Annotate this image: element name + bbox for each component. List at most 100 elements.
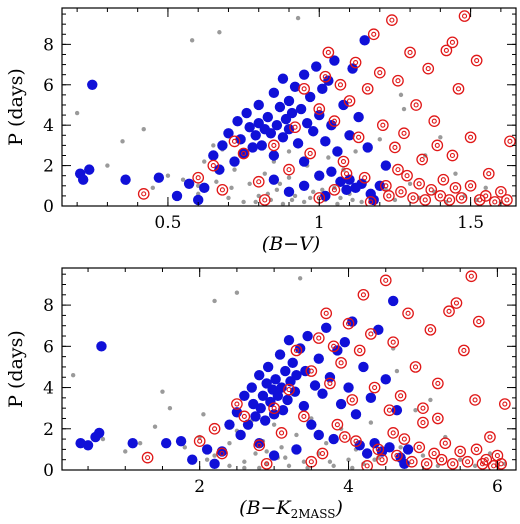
blue-circle-point	[199, 182, 210, 194]
red-ring-point	[352, 131, 365, 144]
red-ring-point	[495, 186, 507, 198]
red-ring-point	[376, 453, 388, 466]
grey-dot-point	[182, 445, 188, 450]
blue-circle-point	[187, 454, 198, 465]
red-ring-point	[455, 192, 468, 204]
blue-circle-point	[317, 83, 328, 95]
blue-circle-point	[241, 107, 252, 119]
grey-dot-point	[180, 177, 186, 182]
blue-circle-point	[247, 142, 258, 153]
grey-dot-point	[105, 163, 110, 168]
red-ring-point	[349, 56, 362, 69]
red-ring-point	[361, 460, 373, 470]
blue-circle-point	[268, 174, 280, 185]
blue-circle-point	[283, 95, 295, 107]
red-ring-point	[313, 103, 326, 115]
grey-dot-point	[438, 135, 443, 140]
blue-circle-point	[96, 341, 107, 352]
grey-dot-point	[165, 173, 171, 178]
grey-dot-point	[372, 457, 377, 462]
blue-circle-point	[356, 178, 367, 189]
red-ring-point	[238, 410, 251, 423]
grey-dot-point	[277, 181, 283, 186]
blue-circle-point	[265, 396, 276, 408]
red-ring-point	[283, 383, 295, 396]
x-tick-label: 1.5	[457, 213, 484, 233]
blue-circle-point	[223, 128, 234, 139]
red-ring-point	[383, 190, 395, 202]
grey-dot-point	[297, 276, 303, 281]
red-ring-point	[328, 115, 341, 127]
red-ring-point	[319, 70, 332, 83]
red-ring-point	[312, 332, 325, 344]
red-ring-point	[192, 171, 205, 184]
x-axis-label: (B−V)	[262, 233, 320, 255]
red-ring-point	[452, 82, 465, 95]
grey-dot-point	[283, 455, 288, 460]
red-ring-point	[350, 435, 362, 447]
grey-dot-point	[311, 189, 316, 195]
blue-circle-point	[235, 429, 246, 441]
red-ring-point	[298, 82, 310, 95]
blue-circle-point	[277, 132, 289, 143]
grey-dot-point	[327, 459, 333, 464]
grey-dot-point	[350, 197, 355, 203]
red-ring-point	[446, 457, 459, 470]
blue-circle-point	[380, 160, 392, 171]
blue-circle-point	[343, 382, 354, 393]
blue-circle-point	[257, 390, 269, 401]
grey-dot-point	[338, 195, 343, 201]
blue-circle-point	[362, 142, 373, 153]
blue-circle-point	[332, 146, 343, 157]
red-ring-point	[361, 82, 374, 95]
blue-circle-point	[94, 427, 105, 439]
red-ring-point	[435, 453, 448, 466]
blue-circle-point	[309, 380, 321, 391]
blue-circle-point	[286, 107, 298, 119]
grey-dot-point	[211, 143, 216, 148]
red-ring-point	[413, 177, 425, 190]
grey-dot-point	[398, 445, 403, 450]
blue-circle-point	[87, 79, 98, 90]
red-ring-point	[331, 418, 344, 431]
red-ring-point	[252, 175, 265, 188]
blue-circle-point	[127, 438, 138, 449]
red-ring-point	[353, 344, 366, 357]
red-ring-point	[304, 147, 317, 160]
blue-circle-point	[276, 382, 287, 393]
red-ring-point	[358, 171, 371, 184]
y-tick-label: 6	[43, 337, 54, 357]
blue-circle-point	[268, 87, 280, 99]
red-ring-point	[405, 455, 418, 468]
blue-circle-point	[298, 69, 310, 80]
series-2	[75, 295, 414, 470]
grey-dot-point	[309, 416, 314, 421]
x-tick-label: 0.5	[154, 213, 181, 233]
red-ring-point	[425, 183, 438, 196]
red-ring-point	[335, 356, 347, 369]
grey-dot-point	[150, 185, 155, 191]
red-ring-point	[320, 307, 333, 320]
red-ring-point	[379, 274, 392, 287]
grey-dot-point	[335, 201, 340, 206]
red-ring-point	[391, 449, 403, 462]
grey-dot-point	[359, 199, 364, 205]
red-ring-point	[141, 451, 154, 464]
blue-circle-point	[120, 174, 131, 185]
red-ring-point	[368, 381, 381, 394]
red-ring-point	[488, 196, 501, 206]
grey-dot-point	[324, 441, 329, 446]
blue-circle-point	[384, 442, 395, 453]
grey-dot-point	[214, 179, 219, 184]
red-ring-point	[367, 28, 380, 41]
grey-dot-point	[212, 453, 217, 458]
red-ring-point	[290, 344, 303, 357]
red-ring-point	[454, 445, 467, 458]
grey-dot-point	[413, 408, 418, 413]
blue-circle-point	[277, 73, 289, 84]
grey-dot-point	[227, 441, 232, 446]
x-tick-label: 1	[314, 213, 325, 233]
blue-circle-point	[320, 136, 331, 147]
red-ring-point	[417, 416, 429, 429]
x-tick-label: 6	[492, 477, 503, 497]
